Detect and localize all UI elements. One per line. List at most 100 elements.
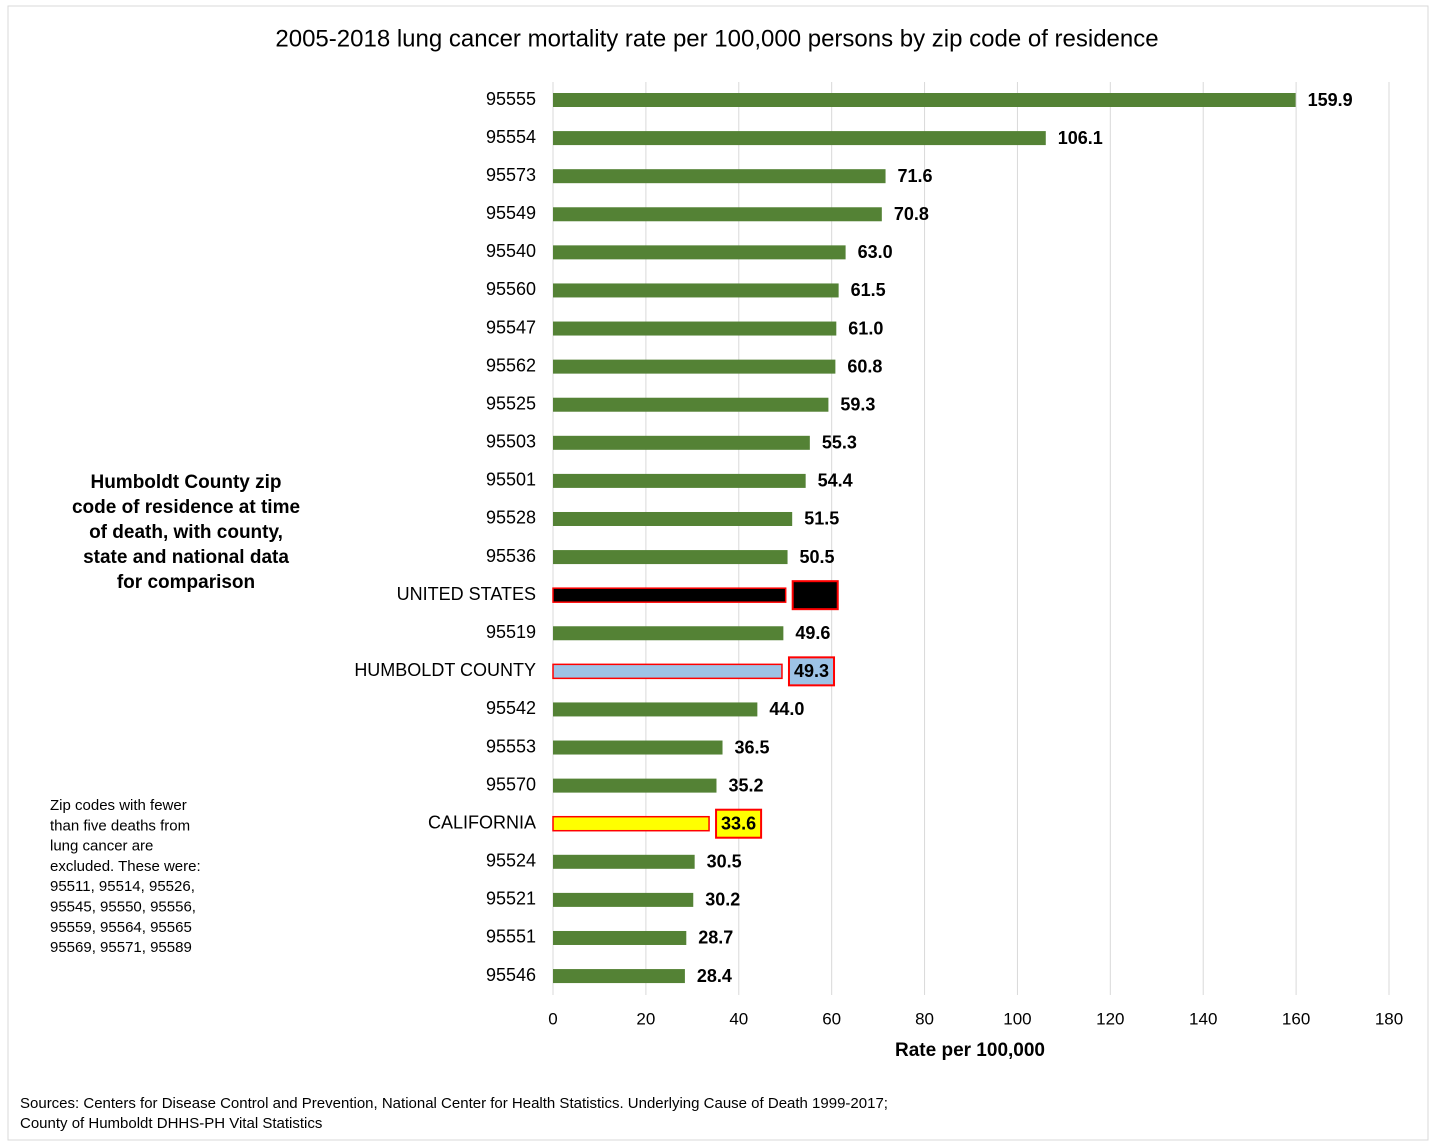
x-tick-label: 140 <box>1189 1009 1217 1028</box>
value-label: 51.5 <box>804 509 839 529</box>
x-tick-label: 180 <box>1375 1009 1403 1028</box>
bar <box>553 283 839 298</box>
value-label: 59.3 <box>840 394 875 414</box>
bar <box>553 511 793 526</box>
y-tick-label: 95540 <box>486 241 536 261</box>
value-label: 50.1 <box>798 585 833 605</box>
value-label: 71.6 <box>898 166 933 186</box>
bar <box>552 815 710 832</box>
x-axis-label: Rate per 100,000 <box>895 1040 1045 1061</box>
value-label: 60.8 <box>847 356 882 376</box>
value-label-box <box>787 656 836 687</box>
y-tick-label: 95551 <box>486 927 536 947</box>
bar <box>553 930 687 945</box>
value-label: 30.5 <box>707 852 742 872</box>
y-tick-label: 95542 <box>486 698 536 718</box>
bar <box>553 321 837 336</box>
bar <box>553 550 788 565</box>
bar <box>553 969 685 984</box>
note: 95559, 95564, 95565 <box>50 919 192 936</box>
value-label: 49.6 <box>795 623 830 643</box>
bar <box>553 892 694 907</box>
x-tick-label: 100 <box>1003 1009 1031 1028</box>
x-tick-label: 120 <box>1096 1009 1124 1028</box>
value-label: 28.4 <box>697 966 732 986</box>
y-tick-label: 95546 <box>486 965 536 985</box>
value-label: 63.0 <box>858 242 893 262</box>
note: lung cancer are <box>50 838 153 855</box>
x-tick-label: 0 <box>548 1009 557 1028</box>
y-tick-label: 95528 <box>486 508 536 528</box>
bar <box>553 245 846 260</box>
value-label: 54.4 <box>818 471 853 491</box>
value-label: 55.3 <box>822 433 857 453</box>
value-label: 33.6 <box>721 813 756 833</box>
note: excluded. These were: <box>50 858 201 875</box>
x-tick-label: 80 <box>915 1009 934 1028</box>
y-tick-label: 95573 <box>486 165 536 185</box>
bar <box>553 131 1046 146</box>
y-tick-label: HUMBOLDT COUNTY <box>354 660 536 680</box>
x-tick-label: 20 <box>636 1009 655 1028</box>
bar <box>553 359 836 374</box>
value-label: 159.9 <box>1308 90 1353 110</box>
value-label: 70.8 <box>894 204 929 224</box>
value-label: 106.1 <box>1058 128 1103 148</box>
y-tick-label: CALIFORNIA <box>428 812 536 832</box>
bar <box>553 207 882 222</box>
bar <box>553 740 723 755</box>
bar <box>553 93 1296 107</box>
y-tick-label: 95547 <box>486 317 536 337</box>
x-tick-label: 160 <box>1282 1009 1310 1028</box>
y-tick-label: 95570 <box>486 774 536 794</box>
bar <box>553 473 806 488</box>
y-tick-label: 95549 <box>486 203 536 223</box>
source: County of Humboldt DHHS-PH Vital Statist… <box>20 1115 322 1132</box>
y-tick-label: 95560 <box>486 279 536 299</box>
note: Zip codes with fewer <box>50 797 187 814</box>
y-tick-label: 95525 <box>486 393 536 413</box>
annotation: state and national data <box>83 547 289 568</box>
x-tick-label: 40 <box>729 1009 748 1028</box>
annotation: Humboldt County zip <box>90 472 281 493</box>
bar <box>553 854 695 869</box>
value-label: 44.0 <box>769 699 804 719</box>
y-tick-label: 95501 <box>486 470 536 490</box>
value-label: 61.0 <box>848 318 883 338</box>
annotation: for comparison <box>117 572 255 593</box>
y-tick-label: 95553 <box>486 736 536 756</box>
bar <box>553 397 829 412</box>
bar <box>552 663 783 680</box>
y-tick-label: 95536 <box>486 546 536 566</box>
value-label: 49.3 <box>794 661 829 681</box>
note: 95511, 95514, 95526, <box>50 878 195 895</box>
chart-title: 2005-2018 lung cancer mortality rate per… <box>275 25 1158 52</box>
value-label-box <box>715 808 763 839</box>
y-tick-label: UNITED STATES <box>397 584 536 604</box>
bar <box>553 626 784 641</box>
note: 95569, 95571, 95589 <box>50 939 192 956</box>
x-tick-label: 60 <box>822 1009 841 1028</box>
bar <box>553 702 758 717</box>
value-label: 61.5 <box>851 280 886 300</box>
value-label-box <box>791 580 839 611</box>
note: 95545, 95550, 95556, <box>50 898 196 915</box>
bar <box>553 778 717 793</box>
source: Sources: Centers for Disease Control and… <box>20 1095 888 1112</box>
note: than five deaths from <box>50 817 190 834</box>
y-tick-label: 95554 <box>486 127 536 147</box>
y-tick-label: 95555 <box>486 89 536 109</box>
value-label: 35.2 <box>728 775 763 795</box>
y-tick-label: 95562 <box>486 355 536 375</box>
value-label: 36.5 <box>735 737 770 757</box>
bar <box>552 587 787 603</box>
annotation: code of residence at time <box>72 497 300 518</box>
y-tick-label: 95519 <box>486 622 536 642</box>
y-tick-label: 95524 <box>486 851 536 871</box>
value-label: 30.2 <box>705 890 740 910</box>
bar <box>553 435 810 450</box>
value-label: 28.7 <box>698 928 733 948</box>
y-tick-label: 95521 <box>486 889 536 909</box>
value-label: 50.5 <box>800 547 835 567</box>
